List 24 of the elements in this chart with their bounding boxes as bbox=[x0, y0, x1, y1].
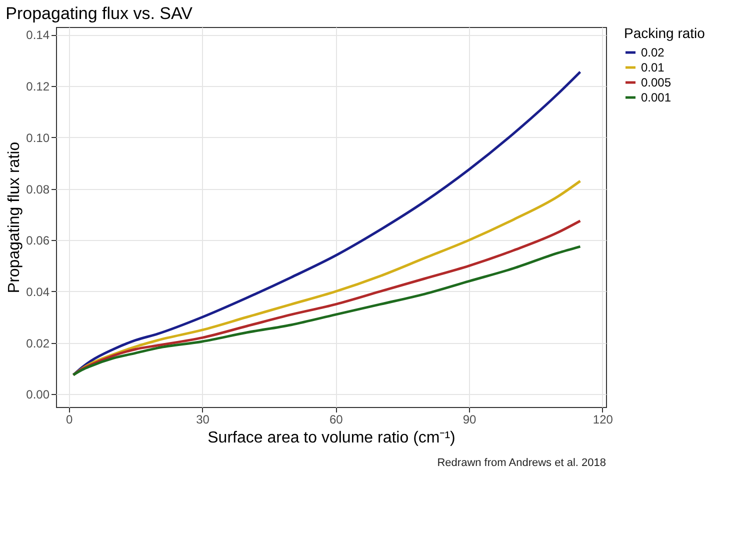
y-tick-label: 0.12 bbox=[26, 80, 50, 94]
text: Redrawn from Andrews et al. 2018 bbox=[437, 457, 606, 469]
x-tick-label: 120 bbox=[592, 412, 614, 426]
y-axis-title: Propagating flux ratio bbox=[6, 142, 24, 294]
line-series bbox=[72, 245, 582, 376]
y-tick-label: 0.02 bbox=[26, 336, 50, 350]
y-tick-label: 0.06 bbox=[26, 234, 50, 248]
y-tick-label: 0.04 bbox=[26, 284, 50, 299]
line-series bbox=[72, 70, 582, 376]
y-tick-label: 0.14 bbox=[26, 28, 50, 42]
legend-title: Packing ratio bbox=[624, 25, 706, 41]
x-tick-label: 90 bbox=[462, 412, 477, 426]
y-tick-label: 0.10 bbox=[26, 130, 50, 145]
chart-title: Propagating flux vs. SAV bbox=[6, 4, 194, 23]
x-tick-label: 60 bbox=[329, 412, 344, 426]
y-tick-label: 0.08 bbox=[26, 182, 50, 196]
y-tick-label: 0.00 bbox=[26, 388, 50, 402]
x-axis-title: Surface area to volume ratio (cm⁻¹) bbox=[208, 430, 456, 446]
x-tick-label: 0 bbox=[66, 412, 74, 426]
legend-label: 0.005 bbox=[641, 76, 672, 90]
x-tick-label: 30 bbox=[196, 412, 210, 426]
legend-label: 0.001 bbox=[641, 90, 672, 104]
legend-label: 0.01 bbox=[641, 60, 665, 74]
legend-label: 0.02 bbox=[641, 46, 665, 60]
